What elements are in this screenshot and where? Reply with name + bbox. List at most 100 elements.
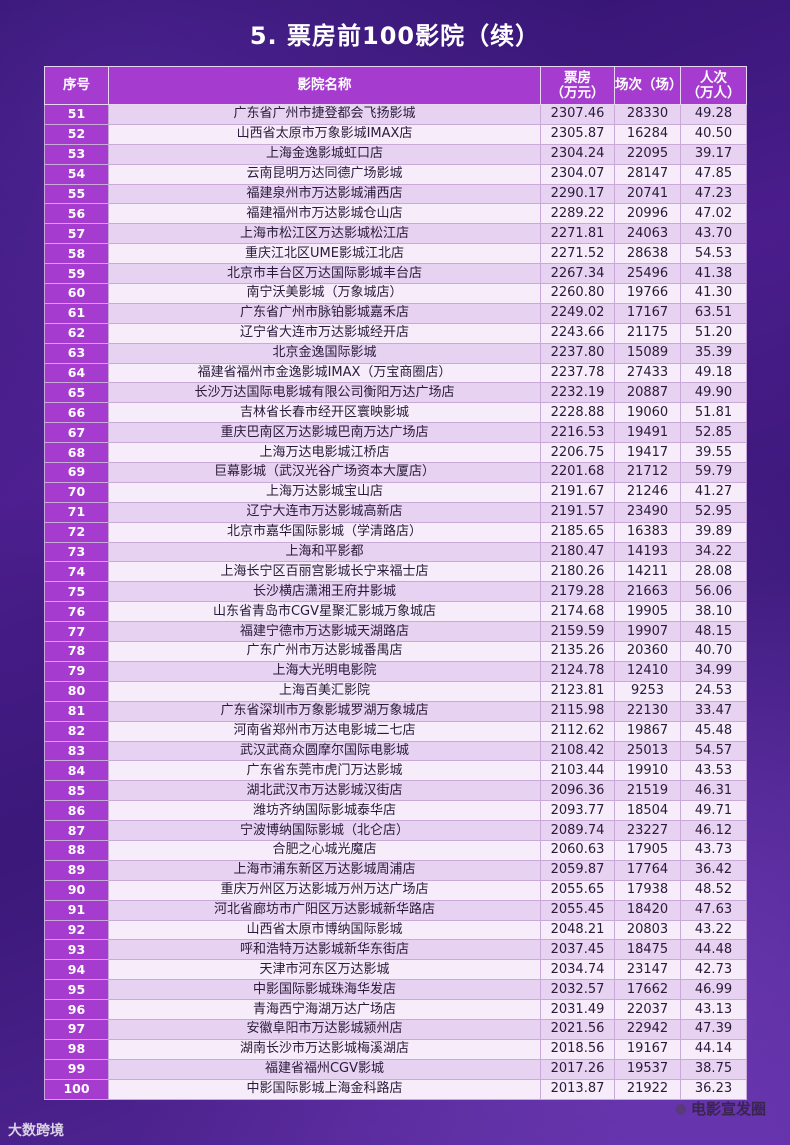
box-office-cell: 2135.26	[540, 641, 615, 662]
box-office-cell: 2289.22	[540, 203, 615, 225]
screenings-cell: 19905	[614, 601, 681, 623]
attendance-cell: 51.81	[680, 402, 747, 424]
cinema-name-cell: 福建宁德市万达影城天湖路店	[108, 621, 541, 643]
screenings-cell: 19167	[614, 1038, 681, 1060]
box-office-cell: 2060.63	[540, 839, 615, 861]
box-office-cell: 2216.53	[540, 422, 615, 444]
rank-cell: 71	[44, 501, 109, 523]
table-row: 81 广东省深圳市万象影城罗湖万象城店 2115.98 22130 33.47	[44, 700, 747, 722]
cinema-name-cell: 上海金逸影城虹口店	[108, 143, 541, 165]
table-row: 93 呼和浩特万达影城新华东街店 2037.45 18475 44.48	[44, 939, 747, 961]
rank-cell: 57	[44, 223, 109, 245]
box-office-cell: 2089.74	[540, 820, 615, 841]
rank-cell: 60	[44, 283, 109, 304]
box-office-cell: 2108.42	[540, 740, 615, 762]
box-office-cell: 2096.36	[540, 780, 615, 802]
table-body: 51 广东省广州市捷登都会飞扬影城 2307.46 28330 49.28 52 山西省太原…	[44, 104, 747, 1100]
screenings-cell: 14193	[614, 541, 681, 563]
box-office-cell: 2228.88	[540, 402, 615, 424]
table-row: 94 天津市河东区万达影城 2034.74 23147 42.73	[44, 959, 747, 981]
attendance-cell: 39.17	[680, 143, 747, 165]
rank-cell: 96	[44, 999, 109, 1020]
cinema-name-cell: 北京市嘉华国际影城（学清路店）	[108, 521, 541, 543]
cinema-name-cell: 福建省福州CGV影城	[108, 1058, 541, 1080]
box-office-cell: 2304.07	[540, 163, 615, 185]
rank-cell: 79	[44, 660, 109, 682]
box-office-cell: 2267.34	[540, 263, 615, 285]
screenings-cell: 21519	[614, 780, 681, 802]
cinema-name-cell: 湖北武汉市万达影城汉街店	[108, 780, 541, 802]
attendance-cell: 49.18	[680, 362, 747, 384]
screenings-cell: 25496	[614, 263, 681, 285]
rank-cell: 73	[44, 541, 109, 563]
table-row: 92 山西省太原市博纳国际影城 2048.21 20803 43.22	[44, 919, 747, 941]
box-office-cell: 2021.56	[540, 1018, 615, 1040]
box-office-cell: 2206.75	[540, 442, 615, 464]
attendance-cell: 43.53	[680, 760, 747, 782]
attendance-cell: 35.39	[680, 342, 747, 364]
cinema-name-cell: 广东省深圳市万象影城罗湖万象城店	[108, 700, 541, 722]
rank-cell: 82	[44, 720, 109, 742]
table-row: 82 河南省郑州市万达电影城二七店 2112.62 19867 45.48	[44, 720, 747, 742]
screenings-cell: 23227	[614, 820, 681, 841]
cinema-name-cell: 长沙万达国际电影城有限公司衡阳万达广场店	[108, 382, 541, 404]
attendance-cell: 33.47	[680, 700, 747, 722]
rank-cell: 86	[44, 800, 109, 822]
screenings-cell: 20887	[614, 382, 681, 404]
header-box-office: 票房 （万元）	[540, 66, 615, 105]
cinema-name-cell: 合肥之心城光魔店	[108, 839, 541, 861]
cinema-name-cell: 巨幕影城（武汉光谷广场资本大厦店）	[108, 462, 541, 483]
table-row: 54 云南昆明万达同德广场影城 2304.07 28147 47.85	[44, 163, 747, 185]
table-row: 63 北京金逸国际影城 2237.80 15089 35.39	[44, 342, 747, 364]
table-row: 83 武汉武商众圆摩尔国际电影城 2108.42 25013 54.57	[44, 740, 747, 762]
rank-cell: 76	[44, 601, 109, 623]
rank-cell: 58	[44, 243, 109, 265]
attendance-cell: 48.15	[680, 621, 747, 643]
cinema-name-cell: 福建省福州市金逸影城IMAX（万宝商圈店）	[108, 362, 541, 384]
attendance-cell: 43.70	[680, 223, 747, 245]
table-row: 61 广东省广州市脉铂影城嘉禾店 2249.02 17167 63.51	[44, 302, 747, 324]
attendance-cell: 54.53	[680, 243, 747, 265]
table-row: 66 吉林省长春市经开区寰映影城 2228.88 19060 51.81	[44, 402, 747, 424]
watermark-right: ● 电影宣发圈	[675, 1098, 766, 1119]
attendance-cell: 46.31	[680, 780, 747, 802]
screenings-cell: 19417	[614, 442, 681, 464]
table-row: 86 潍坊齐纳国际影城泰华店 2093.77 18504 49.71	[44, 800, 747, 822]
table-row: 87 宁波博纳国际影城（北仑店） 2089.74 23227 46.12	[44, 820, 747, 841]
wechat-icon: ●	[674, 1100, 687, 1117]
attendance-cell: 34.99	[680, 660, 747, 682]
cinema-name-cell: 云南昆明万达同德广场影城	[108, 163, 541, 185]
box-office-cell: 2174.68	[540, 601, 615, 623]
header-attendance: 人次 （万人）	[680, 66, 747, 105]
table-row: 71 辽宁大连市万达影城高新店 2191.57 23490 52.95	[44, 501, 747, 523]
cinema-name-cell: 上海和平影都	[108, 541, 541, 563]
cinema-name-cell: 武汉武商众圆摩尔国际电影城	[108, 740, 541, 762]
box-office-cell: 2290.17	[540, 183, 615, 205]
cinema-name-cell: 北京金逸国际影城	[108, 342, 541, 364]
table-row: 58 重庆江北区UME影城江北店 2271.52 28638 54.53	[44, 243, 747, 265]
table-row: 73 上海和平影都 2180.47 14193 34.22	[44, 541, 747, 563]
attendance-cell: 38.10	[680, 601, 747, 623]
attendance-cell: 63.51	[680, 302, 747, 324]
cinema-name-cell: 中影国际影城珠海华发店	[108, 979, 541, 1001]
screenings-cell: 19766	[614, 283, 681, 304]
table-row: 95 中影国际影城珠海华发店 2032.57 17662 46.99	[44, 979, 747, 1001]
screenings-cell: 28638	[614, 243, 681, 265]
box-office-cell: 2243.66	[540, 322, 615, 344]
box-office-cell: 2249.02	[540, 302, 615, 324]
attendance-cell: 39.55	[680, 442, 747, 464]
attendance-cell: 47.39	[680, 1018, 747, 1040]
attendance-cell: 49.90	[680, 382, 747, 404]
box-office-cell: 2201.68	[540, 462, 615, 483]
box-office-cell: 2232.19	[540, 382, 615, 404]
cinema-name-cell: 福建泉州市万达影城浦西店	[108, 183, 541, 205]
attendance-cell: 38.75	[680, 1058, 747, 1080]
screenings-cell: 20741	[614, 183, 681, 205]
table-row: 62 辽宁省大连市万达影城经开店 2243.66 21175 51.20	[44, 322, 747, 344]
screenings-cell: 18504	[614, 800, 681, 822]
cinema-name-cell: 上海市浦东新区万达影城周浦店	[108, 859, 541, 881]
box-office-cell: 2031.49	[540, 999, 615, 1020]
table-row: 96 青海西宁海湖万达广场店 2031.49 22037 43.13	[44, 999, 747, 1020]
attendance-cell: 41.30	[680, 283, 747, 304]
rank-cell: 90	[44, 879, 109, 901]
